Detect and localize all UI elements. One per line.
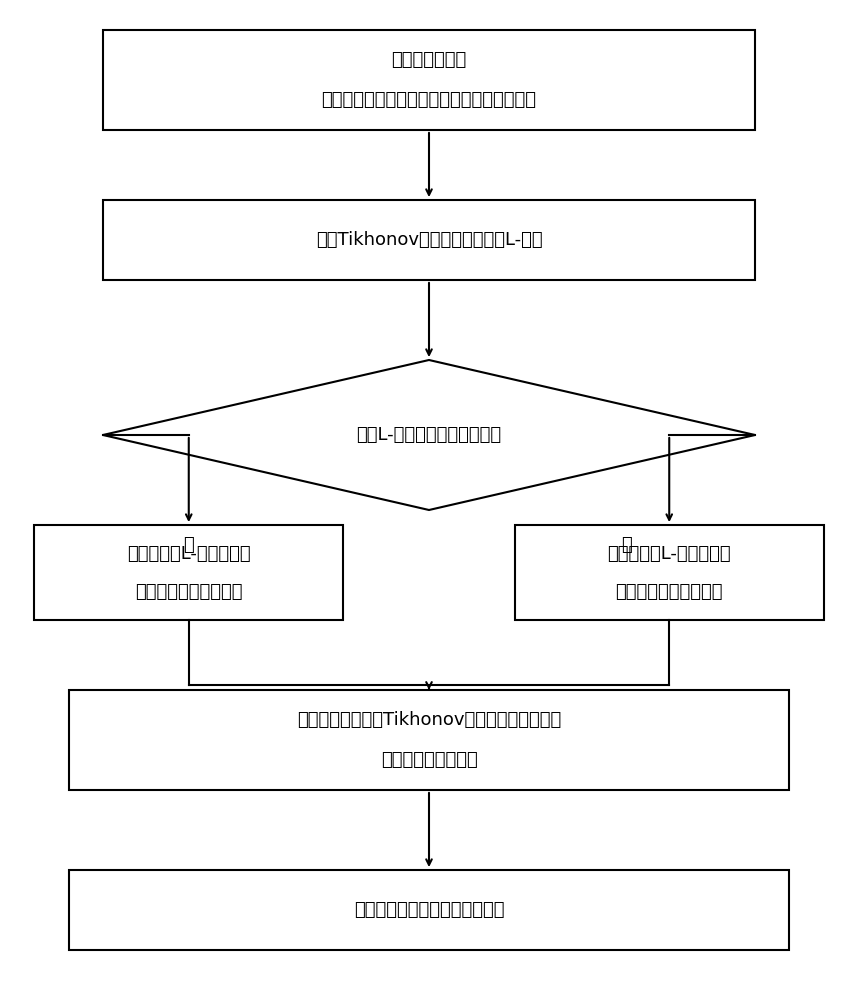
Text: 判断L-曲线是否存在局部拐点: 判断L-曲线是否存在局部拐点	[356, 426, 502, 444]
Text: 通过传统的L-曲线法确定: 通过传统的L-曲线法确定	[127, 544, 251, 562]
Text: 根据被测场域，: 根据被测场域，	[391, 51, 467, 69]
Text: 优化选取的正则化系数: 优化选取的正则化系数	[615, 582, 723, 600]
Text: 否: 否	[184, 536, 194, 554]
Polygon shape	[103, 360, 755, 510]
Text: 优化选取的正则化系数: 优化选取的正则化系数	[135, 582, 243, 600]
FancyBboxPatch shape	[103, 30, 755, 130]
FancyBboxPatch shape	[515, 525, 824, 620]
Text: 根据求解所得灰度值，完成成像: 根据求解所得灰度值，完成成像	[353, 901, 505, 919]
Text: 获取重建所需的灵敏度矩阵和相对边界测量值: 获取重建所需的灵敏度矩阵和相对边界测量值	[322, 91, 536, 109]
Text: 将正则化系数代入Tikhonov正则化方法中，实现: 将正则化系数代入Tikhonov正则化方法中，实现	[297, 711, 561, 729]
Text: 是: 是	[621, 536, 631, 554]
FancyBboxPatch shape	[69, 690, 789, 790]
Text: 通过修正的L-曲线法确定: 通过修正的L-曲线法确定	[607, 544, 731, 562]
Text: 利用Tikhonov正则化计算并绘制L-曲线: 利用Tikhonov正则化计算并绘制L-曲线	[316, 231, 542, 249]
FancyBboxPatch shape	[103, 200, 755, 280]
FancyBboxPatch shape	[69, 870, 789, 950]
Text: 图像重建逆问题求解: 图像重建逆问题求解	[381, 751, 477, 769]
FancyBboxPatch shape	[34, 525, 343, 620]
